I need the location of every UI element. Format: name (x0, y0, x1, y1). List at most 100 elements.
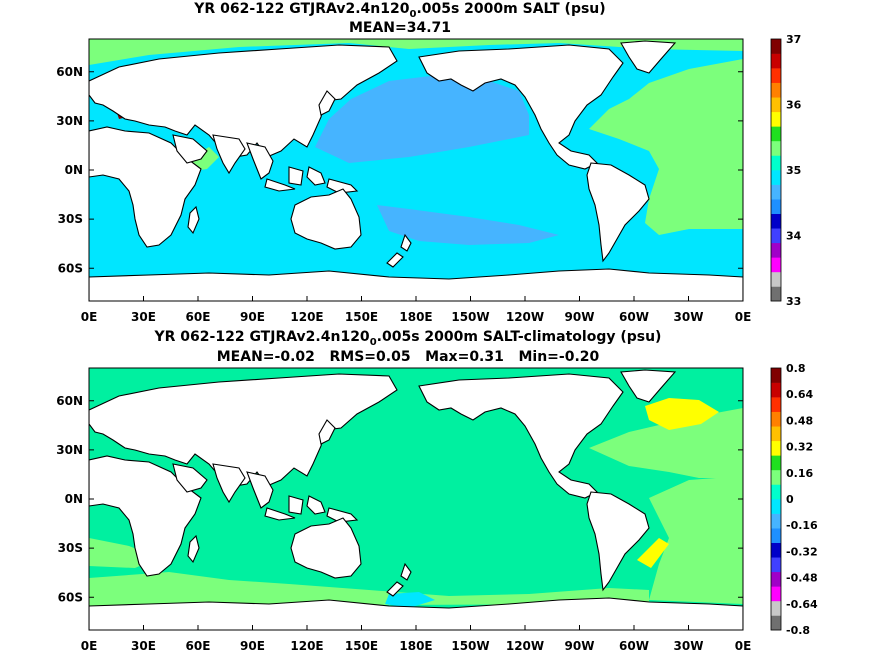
region-south-pacific (377, 205, 559, 245)
colorbar-label: 0 (786, 493, 794, 506)
colorbar-label: -0.8 (786, 624, 810, 637)
panel-bottom-xticks: 0E 30E 60E 90E 120E 150E 180E 150W 120W 90W 60W 30W… (81, 625, 752, 653)
region-atlantic (589, 59, 743, 235)
x-tick-label: 150E (345, 639, 378, 653)
panel-top-map (89, 39, 743, 301)
colorbar-label: 0.32 (786, 441, 813, 454)
y-tick-label: 30S (58, 212, 83, 226)
colorbar-swatch (771, 184, 781, 200)
x-tick-label: 120W (506, 310, 544, 324)
x-tick-label: 90E (240, 310, 265, 324)
y-tick-label: 60N (56, 65, 83, 79)
y-tick-label: 30S (58, 541, 83, 555)
colorbar-label: 34 (786, 230, 802, 243)
colorbar-label: 0.8 (786, 362, 806, 375)
colorbar-swatch (771, 97, 781, 113)
region-arctic (89, 39, 743, 65)
x-tick-label: 120W (506, 639, 544, 653)
x-tick-label: 180E (399, 310, 432, 324)
region-ross (385, 592, 435, 608)
colorbar-swatch (771, 557, 781, 573)
x-tick-label: 150E (345, 310, 378, 324)
colorbar-swatch (771, 39, 781, 54)
colorbar-swatch (771, 426, 781, 442)
x-tick-label: 30W (674, 639, 704, 653)
y-tick-label: 30N (56, 443, 83, 457)
colorbar-label: 0.48 (786, 414, 813, 427)
y-tick-label: 60S (58, 261, 83, 275)
colorbar-swatch (771, 140, 781, 156)
x-tick-label: 60W (619, 310, 649, 324)
x-tick-label: 30E (131, 639, 156, 653)
colorbar-label: 33 (786, 295, 801, 308)
colorbar-swatch (771, 615, 781, 631)
panel-top-title: YR 062-122 GTJRAv2.4n1200.005s 2000m SAL… (193, 1, 605, 20)
x-tick-label: 150W (451, 639, 489, 653)
region-north-pacific (315, 75, 529, 163)
colorbar-swatch (771, 199, 781, 214)
colorbar-frame (770, 38, 782, 302)
x-tick-label: 60W (619, 639, 649, 653)
colorbar-swatch (771, 571, 781, 587)
colorbar-swatch (771, 600, 781, 616)
x-tick-label: 90W (565, 639, 595, 653)
panel-top: YR 062-122 GTJRAv2.4n1200.005s 2000m SAL… (56, 1, 801, 324)
colorbar-swatch (771, 228, 781, 244)
colorbar-label: -0.16 (786, 519, 818, 532)
colorbar-swatch (771, 68, 781, 83)
colorbar-label: 0.16 (786, 467, 813, 480)
x-tick-label: 30W (674, 310, 704, 324)
colorbar-swatch (771, 271, 781, 287)
panel-bottom-title: YR 062-122 GTJRAv2.4n1200.005s 2000m SAL… (154, 329, 662, 348)
x-tick-label: 0E (81, 310, 98, 324)
x-tick-label: 180E (399, 639, 432, 653)
colorbar-swatch (771, 53, 781, 69)
y-tick-label: 0N (65, 163, 83, 177)
colorbar-swatch (771, 455, 781, 471)
colorbar-swatch (771, 242, 781, 258)
x-tick-label: 90E (240, 639, 265, 653)
colorbar-label: -0.32 (786, 545, 818, 558)
y-tick-label: 0N (65, 492, 83, 506)
colorbar-swatch (771, 484, 781, 500)
region-south-atlantic (649, 476, 743, 604)
colorbar-swatch (771, 257, 781, 273)
panel-top-colorbar: 33 34 35 36 37 (770, 33, 802, 308)
x-tick-label: 0E (735, 639, 752, 653)
colorbar-label: 36 (786, 99, 802, 112)
colorbar-swatch (771, 382, 781, 398)
colorbar-swatch (771, 126, 781, 142)
x-tick-label: 150W (451, 310, 489, 324)
colorbar-label: 0.64 (786, 388, 813, 401)
colorbar-label: 37 (786, 33, 801, 46)
colorbar-label: 35 (786, 164, 801, 177)
x-tick-label: 60E (186, 310, 211, 324)
x-tick-label: 90W (565, 310, 595, 324)
colorbar-swatch (771, 411, 781, 427)
panel-bottom-yticks: 60N 30N 0N 30S 60S (56, 394, 743, 604)
x-tick-label: 60E (186, 639, 211, 653)
panel-top-subtitle: MEAN=34.71 (349, 20, 451, 36)
colorbar-swatch (771, 155, 781, 171)
panel-bottom-subtitle: MEAN=-0.02 RMS=0.05 Max=0.31 Min=-0.20 (217, 349, 600, 365)
x-tick-label: 30E (131, 310, 156, 324)
panel-top-yticks: 60N 30N 0N 30S 60S (56, 65, 743, 275)
y-tick-label: 60N (56, 394, 83, 408)
colorbar-swatch (771, 542, 781, 558)
colorbar-swatch (771, 586, 781, 602)
colorbar-swatch (771, 213, 781, 229)
colorbar-swatch (771, 286, 781, 302)
colorbar-swatch (771, 397, 781, 412)
panel-bottom: YR 062-122 GTJRAv2.4n1200.005s 2000m SAL… (56, 329, 818, 653)
x-tick-label: 0E (735, 310, 752, 324)
colorbar-label: -0.64 (786, 598, 818, 611)
region-southern-ocean (89, 572, 649, 606)
colorbar-swatch (771, 528, 781, 543)
colorbar-swatch (771, 469, 781, 485)
colorbar-swatch (771, 499, 781, 514)
colorbar-frame (770, 367, 782, 631)
region-argentine (637, 538, 669, 568)
y-tick-label: 60S (58, 590, 83, 604)
panel-bottom-map (89, 368, 743, 630)
